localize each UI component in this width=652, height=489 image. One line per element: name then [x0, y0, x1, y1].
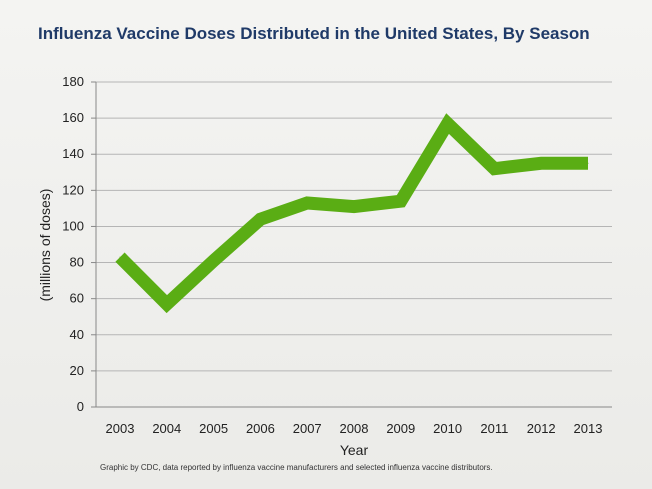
x-axis-title: Year [340, 442, 369, 458]
gridlines [91, 81, 612, 408]
x-tick-label-2008: 2008 [340, 421, 369, 436]
data-point-2011 [493, 168, 495, 170]
x-tick-label-2011: 2011 [480, 421, 508, 436]
y-tick-labels: 0 20 40 60 80 100 120 140 160 180 [62, 74, 84, 414]
data-point-2009 [400, 200, 402, 202]
y-tick-label-80: 80 [70, 255, 84, 270]
y-tick-label-120: 120 [62, 182, 84, 197]
series-line-0 [115, 113, 588, 314]
y-tick-label-60: 60 [70, 291, 84, 306]
x-tick-label-2004: 2004 [152, 421, 181, 436]
data-point-2007 [306, 202, 308, 204]
axes [95, 82, 612, 408]
y-tick-label-180: 180 [62, 74, 84, 89]
data-point-2012 [540, 162, 542, 164]
y-tick-label-160: 160 [62, 110, 84, 125]
x-tick-label-2010: 2010 [433, 421, 462, 436]
data-point-2008 [353, 206, 355, 208]
x-tick-label-2012: 2012 [527, 421, 556, 436]
x-tick-label-2013: 2013 [574, 421, 603, 436]
data-point-2004 [166, 303, 168, 305]
y-tick-label-40: 40 [70, 327, 84, 342]
x-tick-label-2006: 2006 [246, 421, 275, 436]
data-point-2010 [447, 123, 449, 125]
chart-title: Influenza Vaccine Doses Distributed in t… [38, 24, 590, 43]
y-tick-label-20: 20 [70, 363, 84, 378]
x-tick-labels: 2003 2004 2005 2006 2007 2008 2009 2010 2011 2012… [106, 421, 603, 436]
data-point-2013 [587, 162, 589, 164]
data-point-2006 [259, 218, 261, 220]
y-tick-label-0: 0 [77, 399, 84, 414]
x-tick-label-2005: 2005 [199, 421, 228, 436]
data-point-2003 [119, 256, 121, 258]
y-axis-title: (millions of doses) [37, 189, 53, 302]
data-point-2005 [213, 260, 215, 262]
y-tick-label-140: 140 [62, 146, 84, 161]
x-tick-label-2007: 2007 [293, 421, 322, 436]
y-tick-label-100: 100 [62, 218, 84, 233]
footnote: Graphic by CDC, data reported by influen… [100, 463, 493, 472]
series-layer [115, 113, 589, 314]
x-tick-label-2003: 2003 [106, 421, 135, 436]
x-tick-label-2009: 2009 [386, 421, 415, 436]
